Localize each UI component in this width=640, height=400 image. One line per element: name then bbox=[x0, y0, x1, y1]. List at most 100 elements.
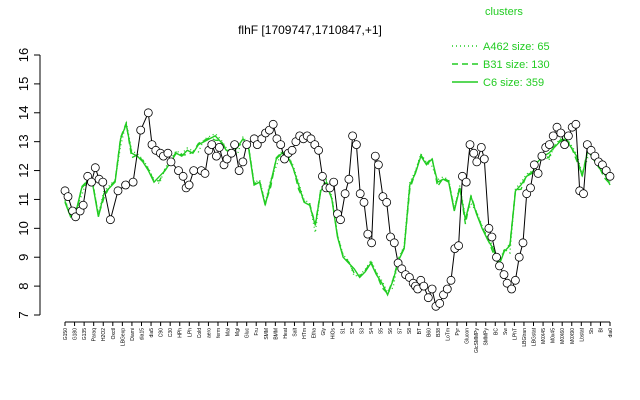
data-point bbox=[533, 168, 543, 178]
data-point bbox=[178, 171, 188, 181]
x-tick-label: LoTm bbox=[445, 328, 451, 341]
x-tick-label: M0X60 bbox=[560, 328, 566, 344]
data-point bbox=[469, 148, 479, 158]
data-point bbox=[484, 223, 494, 233]
x-tick-label: BMM bbox=[273, 328, 279, 340]
x-tick-label: SMM bbox=[264, 328, 270, 340]
data-point bbox=[507, 284, 517, 294]
data-point bbox=[211, 151, 221, 161]
x-tick-label: B38 bbox=[436, 328, 442, 337]
data-point bbox=[446, 275, 456, 285]
x-tick-label: G135 bbox=[82, 328, 88, 340]
y-tick-label: 8 bbox=[16, 282, 31, 289]
y-tick-label: 9 bbox=[16, 254, 31, 261]
data-point bbox=[465, 140, 475, 150]
data-point bbox=[242, 140, 252, 150]
x-tick-label: Paraq bbox=[92, 328, 98, 342]
x-tick-label: M0X45 bbox=[541, 328, 547, 344]
series-group bbox=[64, 120, 611, 297]
data-point bbox=[461, 177, 471, 187]
x-tick-label: Bl bbox=[598, 328, 604, 332]
x-tick-label: BC bbox=[493, 328, 499, 335]
legend-label-a462: A462 size: 65 bbox=[483, 41, 550, 53]
x-tick-label: BT bbox=[417, 328, 423, 334]
data-point bbox=[423, 293, 433, 303]
data-point bbox=[419, 281, 429, 291]
x-tick-label: aero bbox=[206, 328, 212, 338]
data-point bbox=[476, 142, 486, 152]
legend-label-c6: C6 size: 359 bbox=[483, 77, 544, 89]
data-point bbox=[564, 131, 573, 141]
data-point bbox=[63, 192, 73, 202]
data-point bbox=[435, 298, 445, 308]
x-tick-label: S8 bbox=[407, 328, 413, 334]
x-tick-label: H2O2 bbox=[101, 328, 107, 341]
x-tick-label: HPh bbox=[178, 328, 184, 338]
y-tick-label: 14 bbox=[16, 106, 31, 120]
x-tick-label: LBGstat bbox=[532, 327, 538, 346]
data-point bbox=[317, 171, 327, 181]
data-point bbox=[556, 128, 566, 138]
x-tick-label: Mgl bbox=[235, 328, 241, 336]
data-point bbox=[238, 157, 248, 167]
x-tick-label: S1 bbox=[340, 328, 346, 334]
data-point bbox=[276, 140, 286, 150]
x-tick-label: dia0 bbox=[608, 328, 614, 338]
x-tick-label: S5 bbox=[379, 328, 385, 334]
data-point bbox=[121, 180, 130, 190]
data-point bbox=[136, 125, 146, 135]
y-tick-label: 15 bbox=[16, 77, 31, 91]
data-point bbox=[359, 197, 369, 207]
x-tick-label: B60 bbox=[426, 328, 432, 337]
data-point bbox=[499, 270, 509, 280]
x-tick-label: GlcSMMPy bbox=[474, 328, 480, 354]
data-point bbox=[200, 168, 210, 178]
data-point bbox=[370, 151, 380, 161]
data-point bbox=[214, 142, 224, 152]
x-tick-label: HTm bbox=[302, 328, 308, 339]
data-point bbox=[373, 160, 383, 170]
x-tick-label: Heat bbox=[283, 327, 289, 338]
data-point bbox=[174, 166, 183, 176]
x-tick-label: Cold bbox=[197, 328, 203, 339]
y-tick-label: 11 bbox=[16, 193, 31, 207]
data-point bbox=[502, 278, 512, 288]
data-point bbox=[367, 238, 377, 248]
x-tick-label: dia5 bbox=[149, 328, 155, 338]
x-tick-label: LPh bbox=[187, 328, 193, 337]
data-point bbox=[344, 174, 354, 184]
x-tick-label: S7 bbox=[398, 328, 404, 334]
x-tick-label: Sw bbox=[503, 328, 509, 335]
data-point bbox=[560, 140, 569, 150]
data-point bbox=[106, 215, 115, 225]
chart-title: flhF [1709747,1710847,+1] bbox=[238, 23, 382, 37]
legend-title: clusters bbox=[485, 6, 523, 18]
x-tick-label: Glucon bbox=[465, 328, 471, 344]
data-point bbox=[348, 131, 358, 141]
data-point bbox=[363, 229, 373, 239]
x-tick-label: M0x45 bbox=[551, 328, 557, 343]
data-point bbox=[90, 163, 100, 173]
x-tick-label: LPhT bbox=[512, 328, 518, 340]
data-point bbox=[472, 157, 482, 167]
data-point bbox=[537, 151, 547, 161]
y-tick-label: 7 bbox=[16, 311, 31, 318]
data-point bbox=[98, 177, 108, 187]
data-point bbox=[189, 166, 199, 176]
data-point bbox=[113, 186, 123, 196]
data-point bbox=[351, 140, 361, 150]
data-point bbox=[166, 157, 176, 167]
data-point bbox=[268, 119, 278, 129]
data-point bbox=[227, 148, 236, 158]
data-point bbox=[128, 177, 138, 187]
data-point bbox=[518, 238, 528, 248]
data-point bbox=[329, 177, 339, 187]
data-point bbox=[252, 140, 262, 150]
y-tick-label: 13 bbox=[16, 134, 31, 148]
x-tick-label: Fru bbox=[254, 328, 260, 336]
data-point bbox=[230, 140, 240, 150]
y-axis: 7 8 9 10 11 12 13 14 15 16 bbox=[16, 48, 41, 319]
data-point bbox=[529, 160, 539, 170]
data-point bbox=[571, 119, 581, 129]
